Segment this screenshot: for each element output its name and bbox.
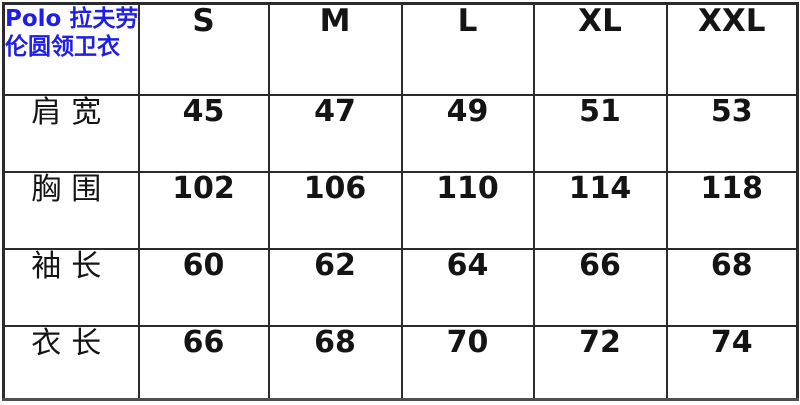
product-title: Polo 拉夫劳 伦圆领卫衣 [2, 2, 140, 96]
product-title-line1: Polo 拉夫劳 [5, 6, 139, 32]
header-row: Polo 拉夫劳 伦圆领卫衣 S M L XL XXL [2, 2, 799, 96]
cell-chest-xl: 114 [532, 170, 668, 250]
column-header-xxl: XXL [665, 2, 799, 96]
product-title-line2: 伦圆领卫衣 [5, 34, 121, 60]
cell-chest-s: 102 [137, 170, 270, 250]
cell-sleeve-length-s: 60 [137, 247, 270, 327]
cell-garment-length-m: 68 [267, 324, 403, 401]
row-label-garment-length: 衣长 [2, 324, 140, 401]
cell-shoulder-width-l: 49 [400, 93, 535, 173]
row-garment-length: 衣长 66 68 70 72 74 [2, 324, 799, 401]
column-header-m: M [267, 2, 403, 96]
column-header-l: L [400, 2, 535, 96]
cell-sleeve-length-m: 62 [267, 247, 403, 327]
cell-chest-xxl: 118 [665, 170, 799, 250]
cell-garment-length-s: 66 [137, 324, 270, 401]
cell-shoulder-width-m: 47 [267, 93, 403, 173]
cell-shoulder-width-s: 45 [137, 93, 270, 173]
cell-chest-l: 110 [400, 170, 535, 250]
column-header-s: S [137, 2, 270, 96]
row-shoulder-width: 肩宽 45 47 49 51 53 [2, 93, 799, 173]
row-chest: 胸围 102 106 110 114 118 [2, 170, 799, 250]
row-sleeve-length: 袖长 60 62 64 66 68 [2, 247, 799, 327]
cell-sleeve-length-xxl: 68 [665, 247, 799, 327]
cell-chest-m: 106 [267, 170, 403, 250]
cell-sleeve-length-xl: 66 [532, 247, 668, 327]
row-label-shoulder-width: 肩宽 [2, 93, 140, 173]
cell-garment-length-l: 70 [400, 324, 535, 401]
cell-shoulder-width-xl: 51 [532, 93, 668, 173]
cell-garment-length-xl: 72 [532, 324, 668, 401]
row-label-sleeve-length: 袖长 [2, 247, 140, 327]
cell-garment-length-xxl: 74 [665, 324, 799, 401]
column-header-xl: XL [532, 2, 668, 96]
row-label-chest: 胸围 [2, 170, 140, 250]
cell-shoulder-width-xxl: 53 [665, 93, 799, 173]
cell-sleeve-length-l: 64 [400, 247, 535, 327]
